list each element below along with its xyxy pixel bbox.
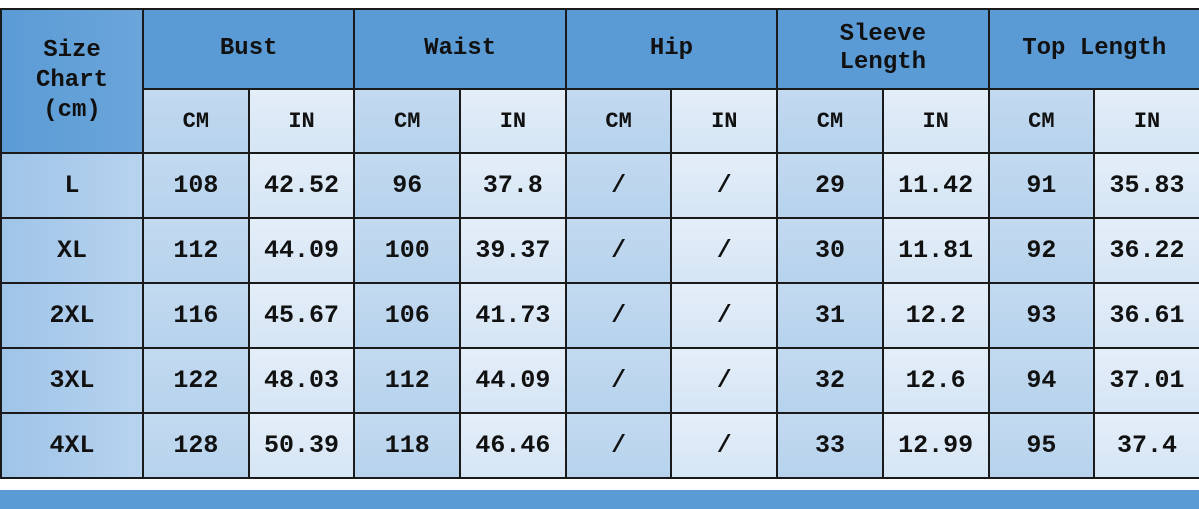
value-cell: 91 — [987, 152, 1096, 219]
value-cell: 11.81 — [881, 217, 990, 284]
table-row: XL 112 44.09 100 39.37//30 11.81 92 36.22 — [0, 217, 1199, 284]
corner-line: Chart — [35, 67, 108, 94]
size-cell: XL — [0, 217, 144, 284]
value-cell: 36.61 — [1093, 282, 1199, 349]
value-cell: 112 — [142, 217, 250, 284]
value-cell: 32 — [776, 347, 884, 414]
value-cell: 33 — [776, 412, 884, 479]
value-cell: 93 — [987, 282, 1096, 349]
value-cell: 94 — [987, 347, 1096, 414]
group-header-text: Sleeve Length — [839, 21, 927, 76]
value-cell: 122 — [142, 347, 250, 414]
value-cell: 11.42 — [881, 152, 990, 219]
value-cell: / — [564, 152, 673, 219]
corner-line: (cm) — [43, 97, 101, 124]
value-cell: 116 — [142, 282, 250, 349]
value-cell: 41.73 — [459, 282, 567, 349]
size-cell: L — [0, 152, 144, 219]
value-cell: 112 — [353, 347, 462, 414]
group-header-waist: Waist — [353, 8, 567, 90]
table-row: 4XL 128 50.39 118 46.46//33 12.99 95 37.4 — [0, 412, 1199, 479]
value-cell: 45.67 — [247, 282, 356, 349]
value-cell: / — [670, 152, 779, 219]
value-cell: 35.83 — [1093, 152, 1199, 219]
value-cell: 37.01 — [1093, 347, 1199, 414]
unit-header-in: IN — [1093, 88, 1199, 154]
corner-line: Size — [43, 37, 101, 64]
unit-header-cm: CM — [987, 88, 1096, 154]
group-header-hip: Hip — [564, 8, 779, 90]
size-cell: 4XL — [0, 412, 144, 479]
value-cell: 37.4 — [1093, 412, 1199, 479]
value-cell: 100 — [353, 217, 462, 284]
corner-header: Size Chart (cm) — [0, 8, 144, 154]
unit-header-cm: CM — [776, 88, 884, 154]
unit-header-in: IN — [247, 88, 356, 154]
value-cell: 12.6 — [881, 347, 990, 414]
table-row: 3XL 122 48.03 112 44.09//32 12.6 94 37.01 — [0, 347, 1199, 414]
value-cell: 36.22 — [1093, 217, 1199, 284]
unit-header-cm: CM — [353, 88, 462, 154]
size-chart-table: Size Chart (cm) Bust Waist Hip Sleeve Leng… — [0, 8, 1199, 479]
value-cell: 30 — [776, 217, 884, 284]
value-cell: 31 — [776, 282, 884, 349]
value-cell: 95 — [987, 412, 1096, 479]
value-cell: 12.99 — [881, 412, 990, 479]
table-row: L 108 42.52 96 37.8//29 11.42 91 35.83 — [0, 152, 1199, 219]
unit-header-in: IN — [881, 88, 990, 154]
unit-header-cm: CM — [564, 88, 673, 154]
value-cell: 44.09 — [247, 217, 356, 284]
value-cell: / — [670, 217, 779, 284]
bottom-band — [0, 490, 1199, 509]
value-cell: 128 — [142, 412, 250, 479]
size-cell: 2XL — [0, 282, 144, 349]
unit-header-in: IN — [459, 88, 567, 154]
value-cell: 50.39 — [247, 412, 356, 479]
value-cell: / — [670, 282, 779, 349]
value-cell: / — [564, 347, 673, 414]
size-cell: 3XL — [0, 347, 144, 414]
value-cell: 44.09 — [459, 347, 567, 414]
value-cell: 39.37 — [459, 217, 567, 284]
value-cell: 118 — [353, 412, 462, 479]
value-cell: / — [564, 217, 673, 284]
group-header-bust: Bust — [141, 8, 356, 90]
value-cell: 48.03 — [247, 347, 356, 414]
value-cell: / — [564, 282, 673, 349]
value-cell: 96 — [353, 152, 462, 219]
value-cell: / — [564, 412, 673, 479]
value-cell: 46.46 — [459, 412, 567, 479]
value-cell: / — [670, 347, 779, 414]
value-cell: 42.52 — [247, 152, 356, 219]
table-row: 2XL 116 45.67 106 41.73//31 12.2 93 36.61 — [0, 282, 1199, 349]
unit-header-cm: CM — [142, 88, 250, 154]
value-cell: 37.8 — [459, 152, 567, 219]
value-cell: 29 — [776, 152, 884, 219]
group-header-sleeve-length: Sleeve Length — [776, 8, 990, 90]
value-cell: 92 — [987, 217, 1096, 284]
value-cell: 12.2 — [881, 282, 990, 349]
value-cell: / — [670, 412, 779, 479]
value-cell: 106 — [353, 282, 462, 349]
unit-header-in: IN — [670, 88, 779, 154]
group-header-top-length: Top Length — [987, 8, 1199, 90]
value-cell: 108 — [142, 152, 250, 219]
